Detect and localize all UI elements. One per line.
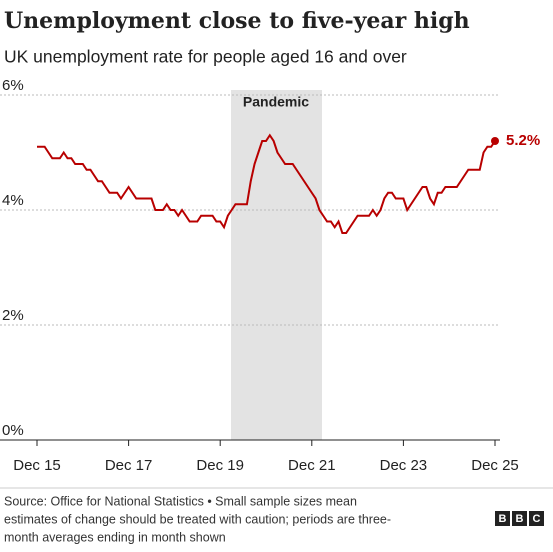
source: month averages ending in month shown bbox=[4, 530, 226, 544]
pandemic-shade bbox=[231, 90, 322, 440]
source: Source: Office for National Statistics •… bbox=[4, 494, 357, 508]
y-tick-label: 4% bbox=[2, 192, 24, 209]
x-tick-label: Dec 17 bbox=[105, 457, 153, 474]
logo-letter: C bbox=[533, 513, 541, 525]
logo-letter: B bbox=[499, 513, 507, 525]
chart-subtitle: UK unemployment rate for people aged 16 … bbox=[4, 47, 407, 67]
line bbox=[37, 133, 496, 234]
y-tick-label: 2% bbox=[2, 307, 24, 324]
chart-title: Unemployment close to five-year high bbox=[4, 8, 470, 34]
y-tick-label: 0% bbox=[2, 422, 24, 439]
x-tick-label: Dec 23 bbox=[380, 457, 428, 474]
logo: B B C bbox=[495, 511, 544, 526]
y-tick-label: 6% bbox=[2, 77, 24, 94]
value-label: 5.2% bbox=[506, 132, 540, 149]
end-point bbox=[491, 137, 499, 145]
x-tick-label: Dec 15 bbox=[13, 457, 61, 474]
source: estimates of change should be treated wi… bbox=[4, 512, 391, 526]
x-tick-label: Dec 25 bbox=[471, 457, 519, 474]
x-tick-label: Dec 21 bbox=[288, 457, 336, 474]
logo-letter: B bbox=[516, 513, 524, 525]
shade-label: Pandemic bbox=[243, 94, 309, 110]
x-tick-label: Dec 19 bbox=[196, 457, 244, 474]
